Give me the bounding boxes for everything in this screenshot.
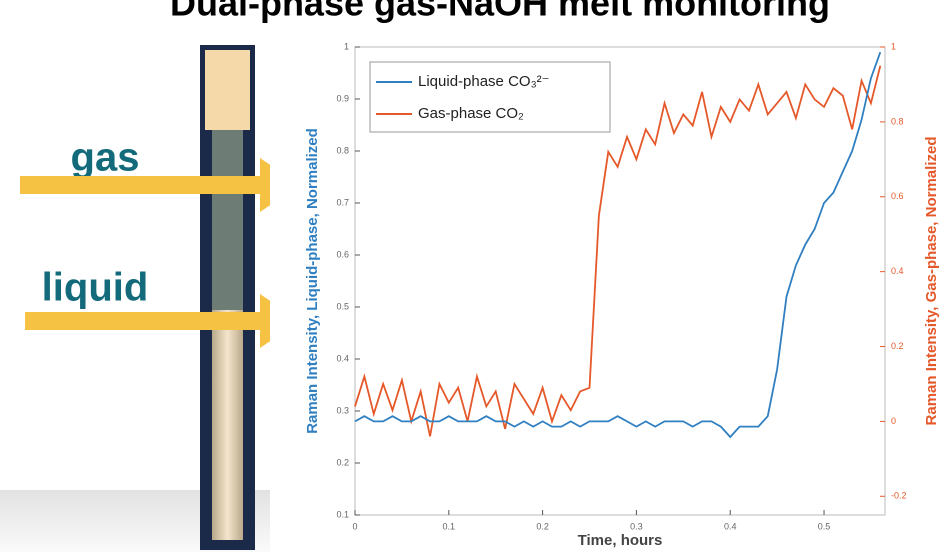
y-axis-label: Raman Intensity, Liquid-phase, Normalize…: [304, 128, 321, 434]
y2-tick-label: -0.2: [891, 491, 907, 501]
x-tick-label: 0.5: [818, 521, 831, 531]
legend-label: Liquid-phase CO₃²⁻: [418, 73, 550, 90]
y-tick-label: 0.9: [336, 93, 349, 103]
y-tick-label: 0.8: [336, 145, 349, 155]
data-line: [354, 65, 882, 437]
x-tick-label: 0.2: [536, 521, 549, 531]
y2-axis-label: Raman Intensity, Gas-phase, Normalized: [923, 137, 940, 426]
y2-tick-label: 0.4: [891, 266, 904, 276]
gas-label: gas: [71, 136, 140, 180]
data-line: [354, 51, 882, 439]
y-tick-label: 0.3: [336, 405, 349, 415]
y-tick-label: 0.1: [336, 509, 349, 519]
y-tick-label: 0.4: [336, 353, 349, 363]
liquid-arrow: [25, 294, 300, 348]
y2-tick-label: 0.8: [891, 116, 904, 126]
liquid-label: liquid: [42, 266, 149, 310]
legend-box: [369, 61, 611, 133]
y-tick-label: 0.6: [336, 249, 349, 259]
slide-title: Dual-phase gas-NaOH melt monitoring: [170, 0, 830, 24]
y2-tick-label: 1: [891, 41, 896, 51]
x-tick-label: 0.3: [630, 521, 643, 531]
vial-cap: [205, 50, 250, 130]
x-tick-label: 0.4: [724, 521, 737, 531]
x-axis-label: Time, hours: [578, 532, 663, 549]
legend-label: Gas-phase CO₂: [418, 105, 524, 122]
y-tick-label: 0.2: [336, 457, 349, 467]
chart: 0.1 0.2 0.3 0.4 0.5 0.6 0.7 0.8 0.9 1 -0.2 0 0.2 0.4 0…: [304, 41, 940, 549]
vial-gas-region: [212, 130, 243, 310]
y2-tick-label: 0: [891, 416, 896, 426]
x-tick-label: 0: [352, 521, 357, 531]
y2-tick-label: 0.2: [891, 341, 904, 351]
y-tick-label: 0.7: [336, 197, 349, 207]
y2-tick-label: 0.6: [891, 191, 904, 201]
gas-arrow: [20, 158, 300, 212]
x-tick-label: 0.1: [443, 521, 456, 531]
y-tick-label: 0.5: [336, 301, 349, 311]
vial-liquid-region: [212, 310, 243, 540]
y-tick-label: 1: [344, 41, 349, 51]
